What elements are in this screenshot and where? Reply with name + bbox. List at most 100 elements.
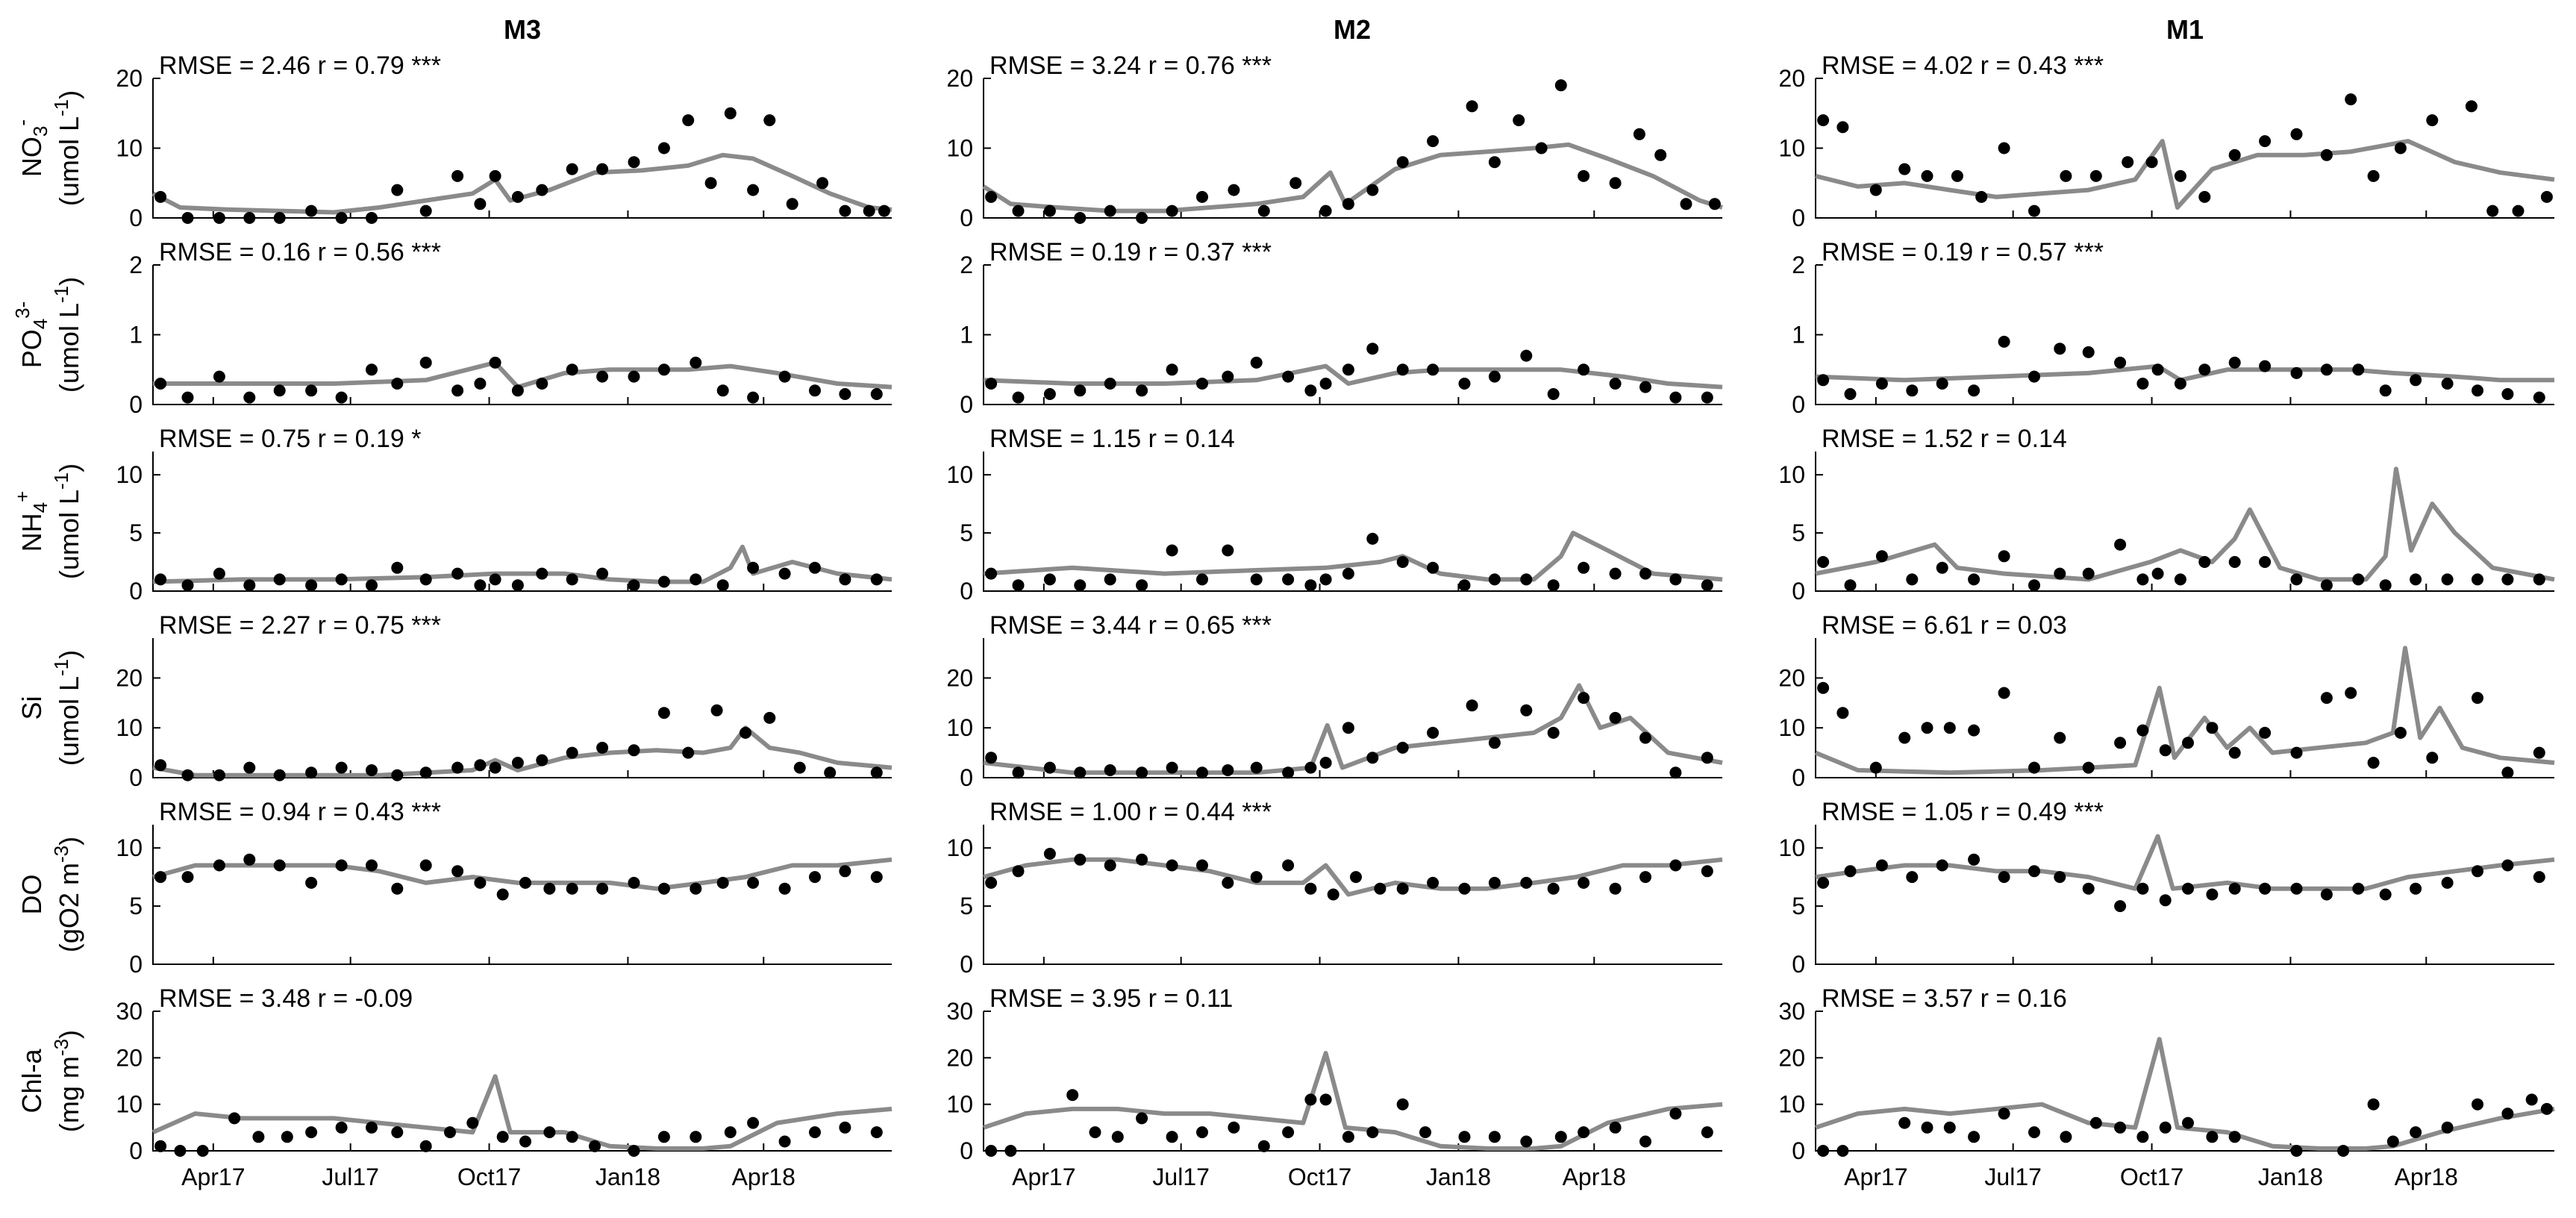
panel-PO4-M2: 0 1 2 RMSE = 0.19 r = 0.37 *** — [960, 238, 1723, 418]
observation-point — [2136, 573, 2149, 586]
observation-point — [1817, 681, 1830, 694]
observation-point — [1669, 573, 1682, 586]
observation-point — [536, 567, 548, 580]
stats-label: RMSE = 0.16 r = 0.56 *** — [159, 238, 441, 266]
observation-point — [1488, 737, 1501, 749]
observation-point — [2198, 190, 2211, 203]
ylabel-variable: NH4+ — [11, 491, 51, 552]
observation-point — [2410, 882, 2422, 895]
observation-point — [1701, 752, 1713, 764]
observation-point — [2259, 726, 2272, 739]
observation-point — [1836, 707, 1849, 719]
observation-point — [366, 859, 378, 872]
axis-lines — [152, 825, 892, 965]
observation-point — [1554, 79, 1567, 92]
observation-point — [1074, 766, 1087, 779]
observation-point — [1427, 135, 1439, 148]
observation-point — [243, 761, 256, 774]
model-series-line — [1815, 466, 2555, 582]
observation-point — [2410, 374, 2422, 387]
axis-lines — [1815, 638, 2554, 778]
observation-point — [1282, 1126, 1295, 1139]
observation-point — [391, 184, 404, 196]
observation-point — [243, 853, 256, 866]
observation-point — [1488, 876, 1501, 889]
stats-label: RMSE = 1.00 r = 0.44 *** — [990, 798, 1272, 826]
observation-point — [710, 704, 723, 716]
ylabel-unit: (umol L-1) — [50, 650, 84, 766]
observation-point — [2320, 692, 2333, 705]
observation-point — [628, 579, 640, 592]
observation-point — [724, 1126, 737, 1139]
y-tick-label: 10 — [116, 1091, 143, 1118]
observation-point — [1304, 761, 1317, 774]
observation-point — [2320, 888, 2333, 901]
observation-point — [1228, 184, 1240, 196]
y-tick-label: 0 — [960, 204, 973, 231]
observation-point — [1844, 865, 1857, 878]
observation-point — [2259, 135, 2272, 148]
observation-point — [305, 1126, 318, 1139]
y-tick-label: 20 — [116, 1044, 143, 1071]
stats-label: RMSE = 0.19 r = 0.37 *** — [990, 238, 1272, 266]
y-tick-label: 0 — [129, 764, 143, 791]
observation-point — [366, 764, 378, 776]
panel-Chla-M2: 0 10 20 30 Apr17 Jul17 Oct17 Jan18 Apr18 RMSE = 3… — [946, 984, 1723, 1190]
observation-point — [1520, 349, 1533, 362]
y-tick-label: 10 — [1778, 834, 1805, 861]
observation-point — [657, 142, 670, 154]
observation-point — [1609, 378, 1622, 390]
observation-point — [2206, 1131, 2219, 1143]
observation-point — [839, 865, 851, 878]
observation-point — [2290, 573, 2303, 586]
observation-point — [1222, 544, 1234, 557]
observation-point — [1257, 1140, 1270, 1152]
observation-point — [1342, 198, 1354, 210]
y-tick-label: 30 — [1778, 998, 1805, 1025]
observation-point — [870, 871, 883, 884]
observation-point — [2352, 573, 2365, 586]
observation-point — [2259, 360, 2272, 372]
observation-point — [2136, 378, 2149, 390]
observation-point — [566, 1131, 578, 1143]
y-tick-label: 0 — [1792, 951, 1805, 978]
model-series-line — [1815, 1037, 2555, 1151]
observation-point — [1609, 711, 1622, 724]
observation-point — [154, 573, 167, 586]
y-tick-label: 2 — [129, 252, 143, 278]
observation-point — [1669, 391, 1682, 404]
observation-point — [1350, 871, 1362, 884]
observation-point — [657, 882, 670, 895]
observation-point — [2206, 722, 2219, 734]
observation-point — [628, 1145, 640, 1157]
observation-point — [2367, 1098, 2380, 1111]
observation-point — [1458, 579, 1471, 592]
y-tick-label: 2 — [960, 252, 973, 278]
observation-point — [1968, 573, 1981, 586]
observation-point — [2290, 746, 2303, 759]
observation-point — [2352, 882, 2365, 895]
observation-point — [716, 384, 729, 397]
observation-point — [1520, 573, 1533, 586]
observation-point — [1578, 363, 1590, 376]
observation-point — [1701, 579, 1713, 592]
observation-point — [566, 363, 578, 376]
ylabel-unit: (umol L-1) — [50, 90, 84, 206]
observation-point — [628, 370, 640, 383]
stats-label: RMSE = 3.44 r = 0.65 *** — [990, 611, 1272, 640]
observation-point — [2259, 556, 2272, 568]
observation-point — [2472, 692, 2483, 705]
observation-point — [2082, 761, 2095, 774]
observation-point — [1427, 876, 1439, 889]
observation-point — [1012, 579, 1025, 592]
observation-point — [2174, 169, 2186, 182]
observation-point — [1366, 1126, 1379, 1139]
observation-point — [690, 882, 702, 895]
ylabel-unit: (umol L-1) — [50, 277, 84, 393]
observation-point — [778, 567, 791, 580]
observation-point — [154, 378, 167, 390]
observation-point — [536, 754, 548, 766]
observation-point — [2159, 744, 2172, 757]
observation-point — [2060, 169, 2072, 182]
stats-label: RMSE = 6.61 r = 0.03 — [1822, 611, 2067, 640]
